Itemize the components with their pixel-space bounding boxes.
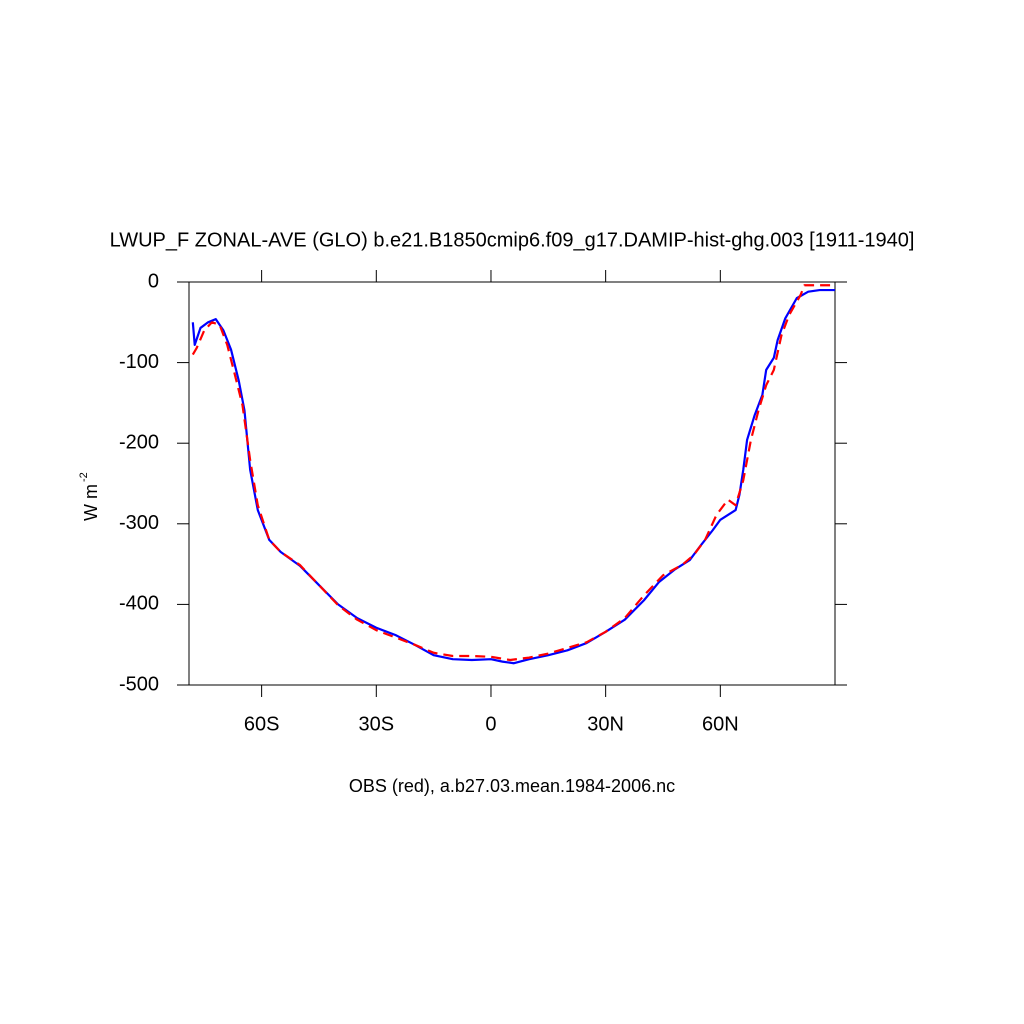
- y-tick-label: 0: [148, 270, 159, 292]
- y-tick-label: -500: [119, 673, 159, 695]
- y-tick-label: -100: [119, 351, 159, 373]
- plot-frame: [188, 281, 836, 686]
- x-tick-label: 30S: [359, 713, 395, 735]
- series-line: [191, 288, 835, 665]
- x-axis-label: OBS (red), a.b27.03.mean.1984-2006.nc: [349, 776, 675, 796]
- y-tick-label: -200: [119, 431, 159, 453]
- y-axis-label: W m: [81, 484, 101, 521]
- y-tick-label: -400: [119, 593, 159, 615]
- y-axis-label-group: W m -2: [78, 472, 101, 521]
- x-tick-label: 60N: [702, 713, 739, 735]
- x-tick-label: 30N: [587, 713, 624, 735]
- x-tick-label: 0: [485, 713, 496, 735]
- series-line: [191, 284, 835, 662]
- x-tick-label: 60S: [244, 713, 280, 735]
- chart-title: LWUP_F ZONAL-AVE (GLO) b.e21.B1850cmip6.…: [110, 229, 915, 251]
- y-tick-label: -300: [119, 512, 159, 534]
- y-axis-label-superscript: -2: [78, 472, 90, 482]
